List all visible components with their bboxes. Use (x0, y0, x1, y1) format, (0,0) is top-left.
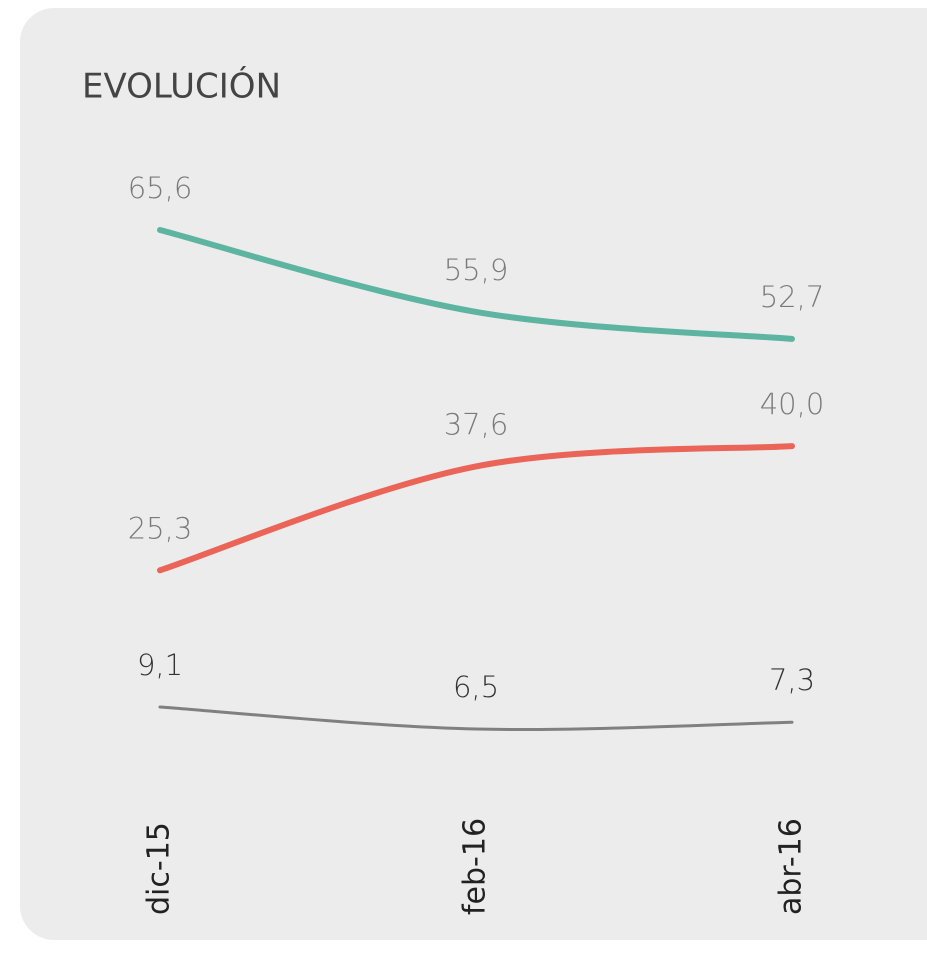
chart-title: EVOLUCIÓN (82, 66, 281, 107)
data-label: 6,5 (453, 670, 499, 704)
data-label: 55,9 (444, 253, 509, 287)
x-tick-label: abr-16 (774, 818, 809, 915)
series-line (157, 227, 795, 342)
x-tick-label: dic-15 (142, 822, 177, 915)
data-label: 25,3 (128, 511, 193, 545)
x-tick-label: feb-16 (458, 818, 493, 915)
data-label: 65,6 (128, 171, 193, 205)
data-label: 52,7 (760, 280, 825, 314)
card (20, 8, 927, 940)
data-label: 37,6 (444, 407, 509, 441)
data-label: 40,0 (760, 387, 825, 421)
series-line (158, 705, 794, 731)
series-line (157, 443, 795, 574)
data-label: 7,3 (769, 663, 815, 697)
data-label: 9,1 (137, 648, 183, 682)
